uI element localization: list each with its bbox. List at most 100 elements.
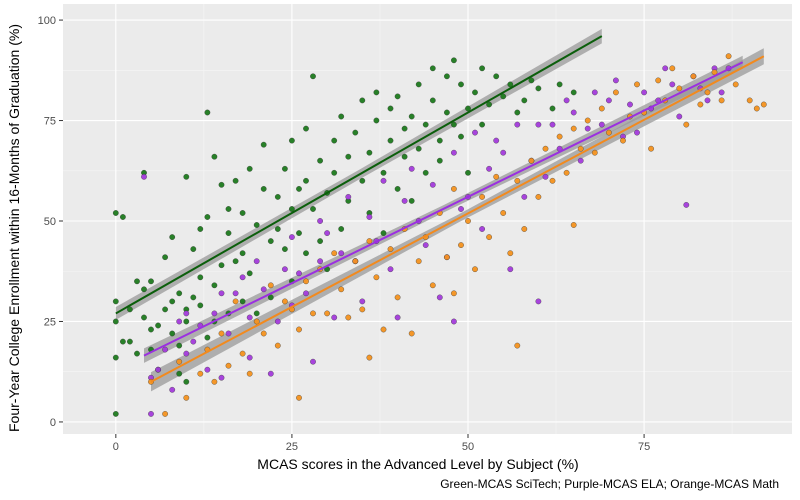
y-tick-label: 100 (38, 15, 56, 27)
data-point (486, 165, 492, 172)
data-point (239, 210, 246, 216)
data-point (352, 129, 359, 136)
data-point (296, 326, 302, 333)
data-point (556, 133, 563, 140)
data-point (444, 109, 450, 116)
data-point (500, 210, 507, 216)
data-point (493, 73, 500, 80)
data-point (380, 177, 387, 184)
data-point (183, 173, 190, 180)
data-point (359, 97, 366, 104)
data-point (331, 250, 338, 257)
data-point (577, 145, 584, 152)
data-point (570, 109, 577, 116)
data-point (232, 177, 239, 184)
y-tick-label: 0 (50, 417, 56, 429)
data-point (662, 65, 669, 72)
data-point (500, 149, 507, 156)
data-point (141, 314, 147, 321)
data-point (169, 386, 176, 393)
data-point (627, 101, 633, 108)
data-point (211, 282, 218, 289)
data-point (253, 310, 260, 317)
data-point (401, 198, 408, 204)
data-point (239, 250, 246, 257)
data-point (429, 282, 436, 289)
data-point (345, 194, 352, 200)
data-point (169, 298, 176, 305)
data-point (521, 194, 528, 200)
data-point (303, 278, 309, 285)
data-point (451, 57, 457, 64)
data-point (112, 411, 119, 417)
data-point (753, 105, 760, 112)
data-point (415, 145, 422, 152)
data-point (598, 121, 605, 128)
data-point (366, 354, 373, 361)
data-point (359, 177, 366, 184)
x-axis-title: MCAS scores in the Advanced Level by Sub… (257, 456, 579, 472)
data-point (211, 310, 218, 317)
data-point (598, 105, 605, 112)
data-point (260, 286, 267, 293)
data-point (176, 358, 183, 365)
data-point (500, 93, 507, 100)
data-point (162, 346, 168, 353)
x-tick-label: 75 (638, 441, 650, 453)
data-point (549, 121, 556, 128)
data-point (493, 173, 500, 180)
data-point (267, 294, 274, 301)
data-point (746, 97, 753, 104)
y-tick-label: 75 (44, 116, 56, 128)
data-point (422, 242, 429, 248)
data-point (704, 97, 711, 104)
data-point (253, 258, 260, 265)
data-point (479, 194, 485, 200)
data-point (380, 230, 387, 236)
data-point (183, 310, 190, 317)
data-point (282, 246, 288, 252)
data-point (211, 153, 218, 160)
data-point (169, 330, 176, 337)
data-point (274, 342, 281, 349)
data-point (303, 290, 309, 297)
data-point (704, 89, 711, 96)
data-point (190, 294, 197, 301)
data-point (458, 81, 464, 88)
data-point (641, 89, 647, 96)
data-point (197, 226, 204, 232)
data-point (472, 266, 478, 273)
data-point (451, 121, 457, 128)
data-point (401, 125, 408, 132)
data-point (486, 101, 492, 108)
data-point (422, 169, 429, 176)
data-point (162, 254, 168, 261)
x-tick-label: 25 (286, 441, 298, 453)
data-point (338, 113, 345, 120)
data-point (549, 105, 556, 112)
data-point (528, 77, 535, 84)
data-point (176, 370, 183, 377)
data-point (507, 266, 514, 273)
data-point (331, 314, 338, 321)
data-point (465, 105, 471, 112)
data-point (162, 306, 168, 313)
data-point (289, 137, 295, 144)
data-point (204, 334, 211, 341)
data-point (732, 81, 739, 88)
data-point (260, 141, 267, 148)
data-point (274, 194, 281, 200)
data-point (591, 149, 598, 156)
data-point (310, 358, 316, 365)
data-point (591, 89, 598, 96)
data-point (197, 274, 204, 281)
data-point (317, 258, 323, 265)
data-point (563, 169, 570, 176)
data-point (331, 137, 338, 144)
data-point (190, 246, 197, 252)
data-point (472, 129, 478, 136)
data-point (718, 89, 725, 96)
data-point (197, 370, 204, 377)
data-point (296, 186, 302, 192)
